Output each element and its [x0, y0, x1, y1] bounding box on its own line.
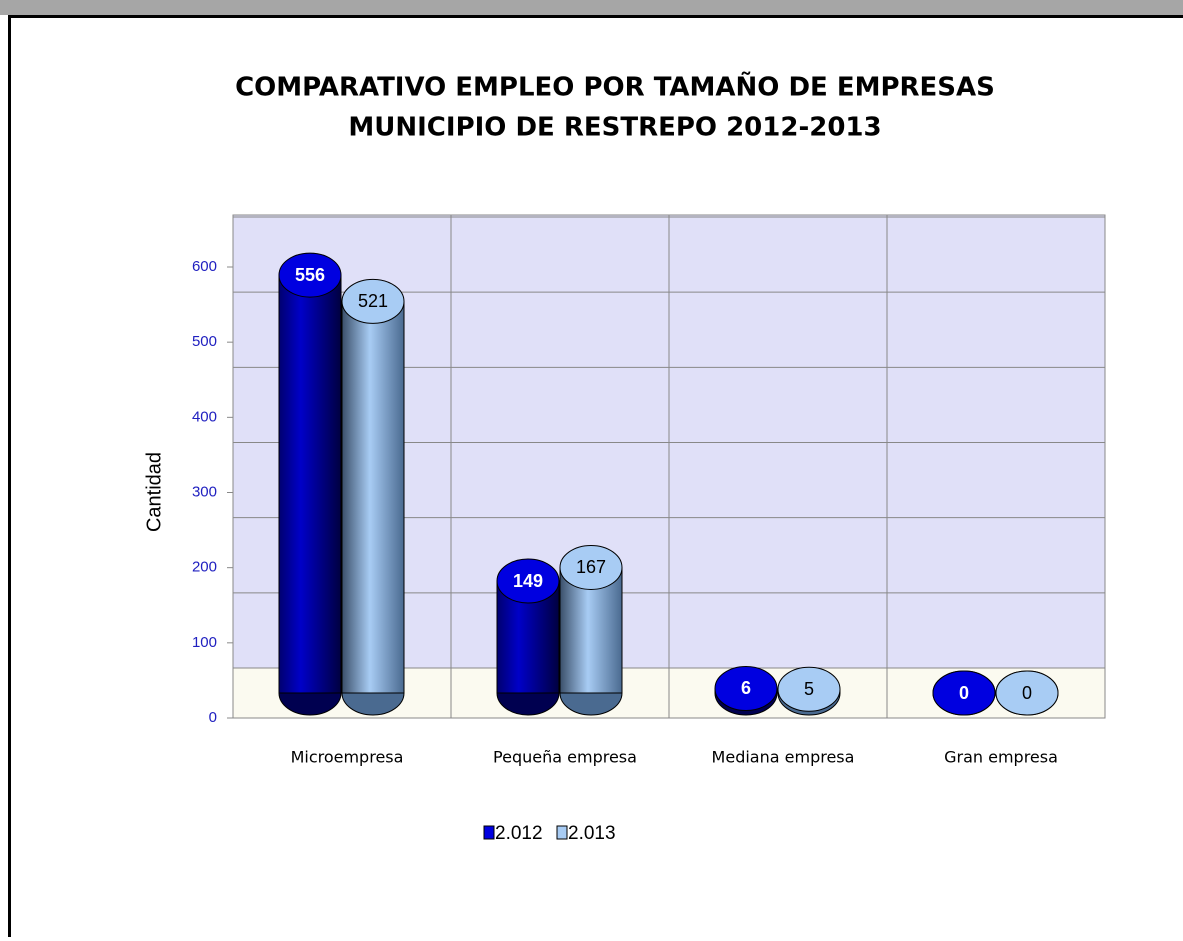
value-label: 149 — [513, 571, 543, 591]
y-tick-label: 200 — [192, 559, 217, 576]
legend-label: 2.013 — [568, 823, 616, 844]
legend-swatch — [557, 826, 567, 839]
value-label: 0 — [1022, 683, 1032, 703]
y-tick-label: 400 — [192, 408, 217, 425]
y-tick-label: 300 — [192, 483, 217, 500]
chart-title: COMPARATIVO EMPLEO POR TAMAÑO DE EMPRESA… — [235, 71, 995, 103]
bar-body — [342, 301, 404, 693]
bar-body — [279, 275, 341, 693]
y-tick-label: 600 — [192, 258, 217, 275]
bar — [279, 253, 341, 715]
x-tick-label: Pequeña empresa — [493, 748, 637, 767]
y-tick-label: 100 — [192, 634, 217, 651]
y-tick-label: 500 — [192, 333, 217, 350]
chart-subtitle: MUNICIPIO DE RESTREPO 2012-2013 — [348, 113, 881, 143]
y-tick-label: 0 — [209, 709, 217, 726]
value-label: 6 — [741, 678, 751, 698]
legend-swatch — [484, 826, 494, 839]
value-label: 556 — [295, 265, 325, 285]
x-tick-label: Mediana empresa — [712, 748, 855, 767]
value-label: 521 — [358, 291, 388, 311]
value-label: 167 — [576, 557, 606, 577]
x-tick-label: Gran empresa — [944, 748, 1058, 767]
value-label: 5 — [804, 679, 814, 699]
x-tick-label: Microempresa — [291, 748, 404, 767]
legend-label: 2.012 — [495, 823, 543, 844]
bar — [342, 279, 404, 715]
value-label: 0 — [959, 683, 969, 703]
y-axis-title: Cantidad — [143, 452, 165, 532]
top-bar — [0, 0, 1183, 15]
